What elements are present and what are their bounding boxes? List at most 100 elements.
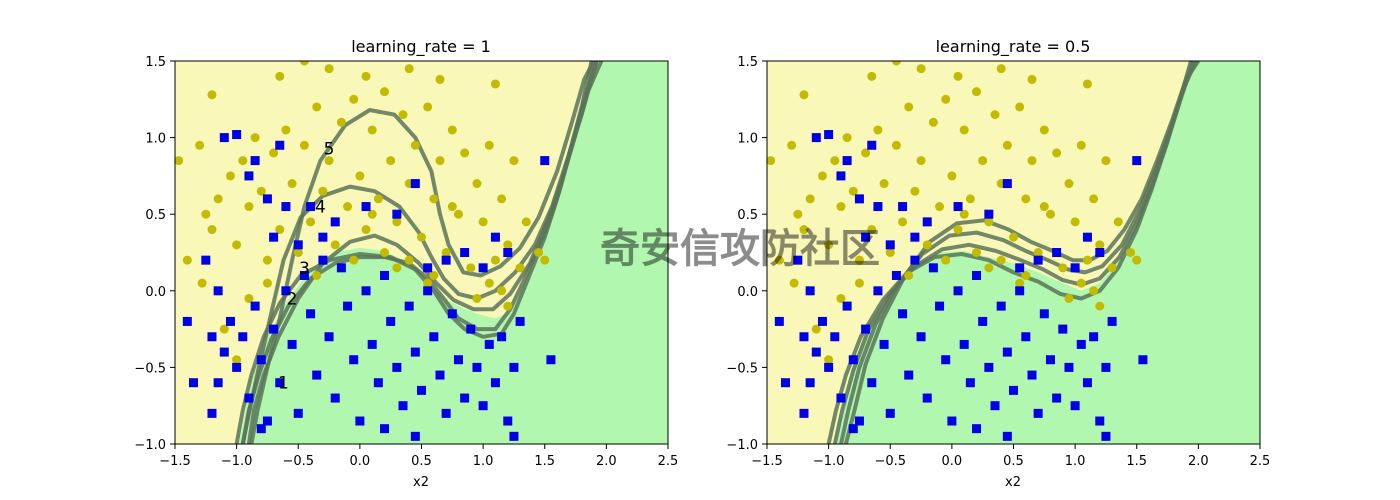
data-point-class1	[262, 416, 272, 426]
plot-area	[175, 61, 668, 444]
data-point-class0	[830, 156, 840, 166]
data-point-class0	[904, 102, 914, 112]
data-point-class0	[478, 217, 488, 227]
data-point-class0	[1033, 248, 1043, 257]
contour-label: 5	[324, 139, 335, 159]
data-point-class1	[1052, 393, 1062, 403]
data-point-class0	[423, 278, 433, 288]
data-point-class0	[854, 255, 864, 265]
data-point-class1	[293, 240, 303, 250]
data-point-class0	[904, 270, 914, 280]
data-point-class0	[497, 286, 507, 296]
data-point-class0	[996, 255, 1006, 265]
data-point-class0	[972, 87, 982, 97]
data-point-class0	[490, 79, 500, 89]
data-point-class1	[1064, 362, 1074, 372]
data-point-class1	[380, 424, 390, 434]
data-point-class0	[1070, 217, 1080, 227]
data-point-class0	[799, 225, 809, 235]
x-axis-label: x2	[1005, 475, 1021, 490]
data-point-class1	[965, 378, 975, 388]
data-point-class1	[1095, 416, 1105, 426]
y-tick-label: 0.5	[145, 208, 166, 223]
data-point-class0	[250, 133, 260, 143]
data-point-class1	[188, 378, 198, 388]
data-point-class0	[1089, 194, 1099, 204]
data-point-class0	[1027, 74, 1037, 84]
data-point-class1	[386, 316, 396, 326]
x-tick-label: 2.0	[1188, 454, 1209, 469]
data-point-class1	[318, 232, 328, 242]
data-point-class1	[447, 309, 457, 319]
data-point-class1	[250, 156, 260, 166]
data-point-class0	[1039, 125, 1049, 135]
data-point-class1	[824, 362, 834, 372]
data-point-class0	[1015, 278, 1025, 288]
data-point-class0	[392, 263, 402, 273]
data-point-class1	[312, 370, 322, 380]
data-point-class0	[959, 125, 969, 135]
data-point-class0	[910, 186, 920, 196]
data-point-class0	[361, 71, 371, 81]
data-point-class0	[1095, 301, 1105, 311]
data-point-class0	[1126, 248, 1136, 257]
data-point-class1	[219, 347, 229, 357]
data-point-class0	[423, 102, 433, 112]
data-point-class1	[910, 255, 920, 265]
data-point-class1	[244, 171, 254, 181]
data-point-class1	[1107, 316, 1117, 326]
plot-area	[767, 61, 1260, 444]
data-point-class1	[336, 263, 346, 273]
x-tick-label: −1.5	[751, 454, 783, 469]
subplot-learning-rate-0-5: learning_rate = 0.5 x2 −1.5 −1.0 −0.5 0.0 0.…	[726, 37, 1270, 490]
data-point-class1	[429, 332, 439, 342]
data-point-class1	[540, 156, 550, 166]
data-point-class0	[1089, 286, 1099, 296]
data-point-class1	[1039, 309, 1049, 319]
chart-title: learning_rate = 1	[351, 37, 491, 57]
data-point-class0	[392, 217, 402, 227]
data-point-class0	[1064, 293, 1074, 303]
data-point-class0	[355, 171, 365, 181]
x-tick-label: 0.5	[1003, 454, 1024, 469]
data-point-class0	[232, 240, 242, 250]
data-point-class1	[1002, 179, 1012, 189]
data-point-class0	[213, 194, 223, 204]
data-point-class1	[1015, 263, 1025, 273]
data-point-class1	[873, 286, 883, 296]
data-point-class0	[941, 255, 951, 265]
data-point-class1	[836, 393, 846, 403]
y-tick-label: −1.0	[134, 438, 166, 453]
data-point-class1	[490, 232, 500, 242]
data-point-class1	[1138, 355, 1148, 365]
data-point-class0	[521, 217, 531, 227]
data-point-class1	[410, 431, 420, 441]
data-point-class1	[885, 240, 895, 250]
data-point-class0	[789, 278, 799, 288]
data-point-class0	[472, 179, 482, 189]
data-point-class0	[299, 61, 309, 66]
data-point-class1	[1132, 156, 1142, 166]
x-tick-label: 1.5	[1126, 454, 1147, 469]
data-point-class1	[1082, 232, 1092, 242]
x-tick-label: −1.0	[221, 454, 253, 469]
data-point-class0	[299, 140, 309, 150]
x-tick-label: 0.0	[942, 454, 963, 469]
x-axis-label: x2	[413, 475, 429, 490]
data-point-class1	[1076, 339, 1086, 349]
data-point-class1	[324, 332, 334, 342]
data-point-class0	[207, 225, 217, 235]
data-point-class0	[953, 225, 963, 235]
data-point-class1	[490, 378, 500, 388]
data-point-class1	[861, 324, 871, 334]
data-point-class1	[793, 255, 803, 265]
data-point-class0	[1064, 179, 1074, 189]
data-point-class0	[312, 102, 322, 112]
data-point-class0	[343, 202, 353, 212]
watermark-text: 奇安信攻防社区	[600, 226, 880, 272]
data-point-class1	[275, 140, 285, 150]
data-point-class0	[262, 278, 272, 288]
data-point-class0	[244, 202, 254, 212]
x-tick-label: 1.0	[1065, 454, 1086, 469]
data-point-class1	[306, 202, 316, 212]
